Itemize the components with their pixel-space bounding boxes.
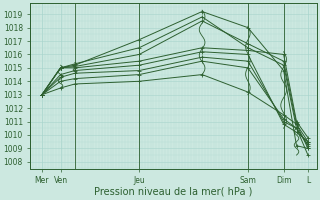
X-axis label: Pression niveau de la mer( hPa ): Pression niveau de la mer( hPa ) (94, 187, 253, 197)
